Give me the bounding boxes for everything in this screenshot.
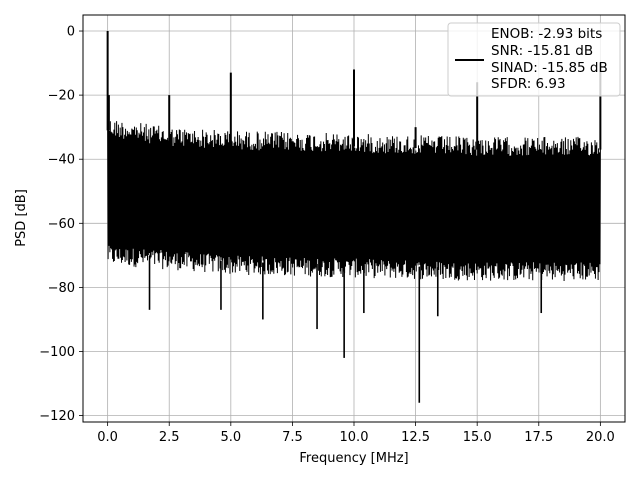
x-axis-title: Frequency [MHz] [299, 451, 408, 466]
y-tick-label: 0 [67, 25, 75, 40]
psd-series [106, 31, 602, 403]
y-tick-label: −100 [39, 345, 75, 360]
x-tick-label: 17.5 [524, 430, 553, 445]
y-tick-label: −20 [48, 89, 75, 104]
x-tick-label: 15.0 [463, 430, 492, 445]
x-tick-label: 20.0 [586, 430, 615, 445]
legend-sfdr: SFDR: 6.93 [491, 76, 566, 92]
y-tick-label: −80 [48, 281, 75, 296]
legend-enob: ENOB: -2.93 bits [491, 26, 602, 42]
x-tick-label: 5.0 [220, 430, 241, 445]
y-tick-label: −120 [39, 409, 75, 424]
x-tick-label: 12.5 [401, 430, 430, 445]
legend-sinad: SINAD: -15.85 dB [491, 60, 608, 76]
y-tick-label: −40 [48, 153, 75, 168]
y-tick-label: −60 [48, 217, 75, 232]
x-tick-label: 7.5 [282, 430, 303, 445]
x-tick-label: 10.0 [340, 430, 369, 445]
x-tick-label: 0.0 [97, 430, 118, 445]
legend-box [447, 22, 621, 97]
legend-snr: SNR: -15.81 dB [491, 43, 593, 59]
axis-ticks: 0.0 2.5 5.0 7.5 10.0 12.5 15.0 17.5 20.0 0 −20 −40 −… [39, 25, 615, 445]
x-tick-label: 2.5 [159, 430, 180, 445]
legend: ENOB: -2.93 bits SNR: -15.81 dB SINAD: -… [447, 22, 621, 97]
y-axis-title: PSD [dB] [14, 189, 29, 247]
